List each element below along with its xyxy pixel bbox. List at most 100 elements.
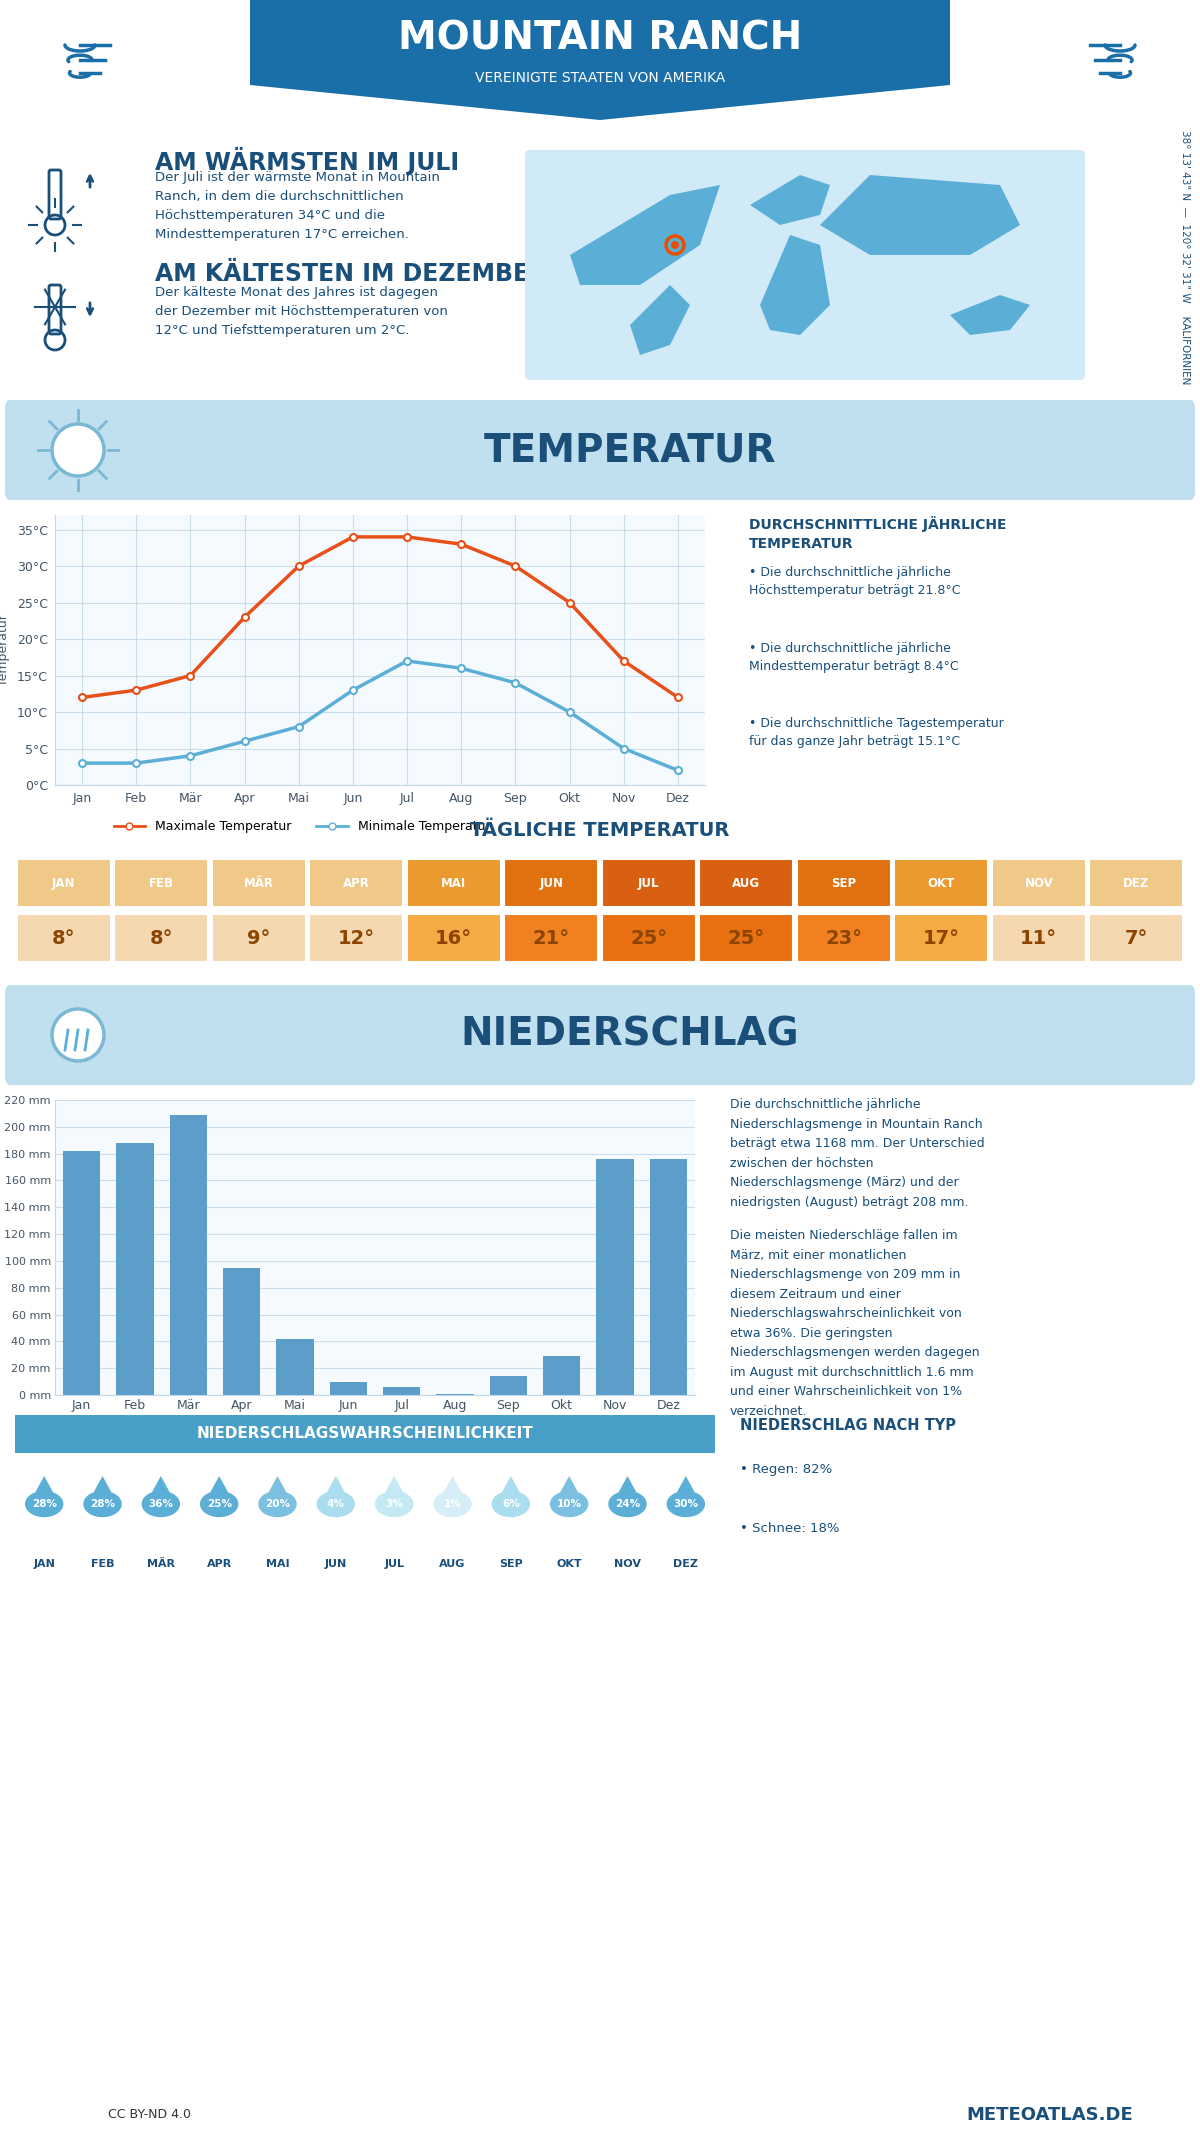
Polygon shape bbox=[444, 1477, 461, 1492]
Circle shape bbox=[258, 1492, 296, 1517]
Polygon shape bbox=[560, 1477, 578, 1492]
Polygon shape bbox=[677, 1477, 695, 1492]
Bar bbox=[114, 914, 208, 963]
Circle shape bbox=[52, 424, 104, 475]
Circle shape bbox=[666, 1492, 706, 1517]
Text: 1%: 1% bbox=[444, 1498, 461, 1509]
Text: APR: APR bbox=[343, 877, 370, 890]
Text: 16°: 16° bbox=[436, 929, 473, 948]
Text: Die meisten Niederschläge fallen im
März, mit einer monatlichen
Niederschlagsmen: Die meisten Niederschläge fallen im März… bbox=[730, 1228, 979, 1417]
Text: FEB: FEB bbox=[149, 877, 174, 890]
Text: TEMPERATUR: TEMPERATUR bbox=[484, 430, 776, 469]
Bar bbox=[894, 914, 988, 963]
Bar bbox=[992, 914, 1086, 963]
Bar bbox=[64, 1151, 101, 1395]
Text: NIEDERSCHLAG NACH TYP: NIEDERSCHLAG NACH TYP bbox=[740, 1419, 956, 1434]
Bar bbox=[490, 1376, 527, 1395]
Bar bbox=[894, 858, 988, 907]
Text: • Die durchschnittliche Tagestemperatur
für das ganze Jahr beträgt 15.1°C: • Die durchschnittliche Tagestemperatur … bbox=[749, 717, 1003, 749]
Bar bbox=[17, 858, 110, 907]
Text: Die durchschnittliche jährliche
Niederschlagsmenge in Mountain Ranch
beträgt etw: Die durchschnittliche jährliche Niedersc… bbox=[730, 1098, 985, 1209]
Text: 3%: 3% bbox=[385, 1498, 403, 1509]
Circle shape bbox=[142, 1492, 180, 1517]
Text: 28%: 28% bbox=[31, 1498, 56, 1509]
Bar bbox=[542, 1357, 581, 1395]
Circle shape bbox=[433, 1492, 472, 1517]
Text: 4%: 4% bbox=[326, 1498, 344, 1509]
Bar bbox=[212, 858, 306, 907]
Text: DURCHSCHNITTLICHE JÄHRLICHE
TEMPERATUR: DURCHSCHNITTLICHE JÄHRLICHE TEMPERATUR bbox=[749, 516, 1006, 552]
Circle shape bbox=[200, 1492, 239, 1517]
Bar bbox=[504, 858, 598, 907]
Text: FEB: FEB bbox=[91, 1560, 114, 1569]
Polygon shape bbox=[760, 235, 830, 336]
Circle shape bbox=[492, 1492, 530, 1517]
Text: 7°: 7° bbox=[1124, 929, 1148, 948]
Text: NOV: NOV bbox=[1025, 877, 1054, 890]
Polygon shape bbox=[250, 0, 950, 120]
Text: DEZ: DEZ bbox=[673, 1560, 698, 1569]
Polygon shape bbox=[152, 1477, 169, 1492]
Polygon shape bbox=[820, 175, 1020, 255]
Text: 28%: 28% bbox=[90, 1498, 115, 1509]
Text: MOUNTAIN RANCH: MOUNTAIN RANCH bbox=[398, 19, 802, 58]
Text: MÄR: MÄR bbox=[244, 877, 274, 890]
Text: 11°: 11° bbox=[1020, 929, 1057, 948]
Text: VEREINIGTE STAATEN VON AMERIKA: VEREINIGTE STAATEN VON AMERIKA bbox=[475, 71, 725, 86]
FancyBboxPatch shape bbox=[5, 398, 1195, 503]
Bar bbox=[602, 858, 696, 907]
Bar bbox=[276, 1340, 313, 1395]
Text: 8°: 8° bbox=[52, 929, 76, 948]
Polygon shape bbox=[210, 1477, 228, 1492]
Bar bbox=[407, 858, 500, 907]
Text: Der kälteste Monat des Jahres ist dagegen
der Dezember mit Höchsttemperaturen vo: Der kälteste Monat des Jahres ist dagege… bbox=[155, 287, 448, 336]
Polygon shape bbox=[950, 295, 1030, 336]
Circle shape bbox=[671, 242, 679, 248]
Bar bbox=[992, 858, 1086, 907]
Bar bbox=[700, 858, 793, 907]
Text: NIEDERSCHLAGSWAHRSCHEINLICHKEIT: NIEDERSCHLAGSWAHRSCHEINLICHKEIT bbox=[197, 1427, 533, 1442]
Bar bbox=[649, 1160, 686, 1395]
Text: 38° 13' 43" N  —  120° 32' 31" W    KALIFORNIEN: 38° 13' 43" N — 120° 32' 31" W KALIFORNI… bbox=[1180, 131, 1190, 385]
Text: NIEDERSCHLAG: NIEDERSCHLAG bbox=[461, 1016, 799, 1055]
Text: 9°: 9° bbox=[247, 929, 270, 948]
Polygon shape bbox=[36, 1477, 53, 1492]
Bar bbox=[797, 858, 890, 907]
Text: SEP: SEP bbox=[499, 1560, 523, 1569]
Text: JUN: JUN bbox=[539, 877, 563, 890]
Text: NOV: NOV bbox=[614, 1560, 641, 1569]
Bar bbox=[17, 914, 110, 963]
Text: 36%: 36% bbox=[149, 1498, 173, 1509]
Text: 21°: 21° bbox=[533, 929, 570, 948]
Bar bbox=[407, 914, 500, 963]
Bar bbox=[797, 914, 890, 963]
FancyBboxPatch shape bbox=[11, 1410, 719, 1457]
Polygon shape bbox=[502, 1477, 520, 1492]
Bar bbox=[212, 914, 306, 963]
Bar bbox=[330, 1382, 367, 1395]
Text: 8°: 8° bbox=[150, 929, 173, 948]
Circle shape bbox=[52, 1008, 104, 1061]
Polygon shape bbox=[619, 1477, 636, 1492]
Bar bbox=[602, 914, 696, 963]
Text: JUN: JUN bbox=[325, 1560, 347, 1569]
Circle shape bbox=[83, 1492, 121, 1517]
Bar bbox=[310, 858, 403, 907]
Y-axis label: Temperatur: Temperatur bbox=[0, 614, 10, 687]
Text: 24%: 24% bbox=[614, 1498, 640, 1509]
Text: JAN: JAN bbox=[34, 1560, 55, 1569]
Bar bbox=[116, 1143, 154, 1395]
Bar bbox=[383, 1387, 420, 1395]
Polygon shape bbox=[750, 175, 830, 225]
Text: OKT: OKT bbox=[928, 877, 955, 890]
Text: Der Juli ist der wärmste Monat in Mountain
Ranch, in dem die durchschnittlichen
: Der Juli ist der wärmste Monat in Mounta… bbox=[155, 171, 440, 242]
Bar bbox=[504, 914, 598, 963]
Circle shape bbox=[317, 1492, 355, 1517]
Bar bbox=[169, 1115, 206, 1395]
Text: DEZ: DEZ bbox=[1123, 877, 1150, 890]
Polygon shape bbox=[269, 1477, 287, 1492]
Text: JUL: JUL bbox=[638, 877, 660, 890]
Circle shape bbox=[550, 1492, 588, 1517]
Text: CC BY-ND 4.0: CC BY-ND 4.0 bbox=[108, 2108, 192, 2121]
Text: MAI: MAI bbox=[442, 877, 467, 890]
